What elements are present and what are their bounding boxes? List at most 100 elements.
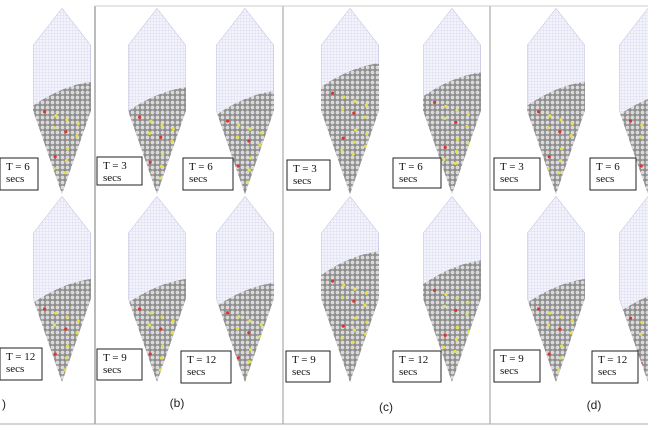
tracer — [161, 344, 165, 348]
tracer — [639, 164, 643, 168]
tracer — [331, 91, 335, 95]
time-box — [0, 157, 39, 191]
tracer — [363, 303, 367, 307]
tracer — [258, 143, 262, 147]
tracer — [465, 124, 469, 128]
tracer — [64, 130, 68, 134]
time-box — [392, 157, 442, 189]
tracer — [365, 132, 369, 136]
tracer — [148, 131, 152, 135]
time-unit: secs — [399, 173, 417, 185]
tracer — [65, 118, 69, 122]
tracer — [352, 299, 356, 303]
tracer — [247, 139, 251, 143]
tracer — [548, 311, 552, 315]
tracer — [454, 308, 458, 312]
tracer — [65, 315, 69, 319]
tracer — [149, 311, 153, 315]
tracer — [149, 119, 153, 123]
tracer — [259, 131, 263, 135]
tracer — [351, 152, 355, 156]
time-label: T = 12 — [6, 351, 35, 363]
time-label: T = 9 — [292, 354, 316, 366]
tracer — [560, 147, 564, 151]
tracer — [158, 176, 162, 180]
time-unit: secs — [189, 173, 207, 185]
tracer — [66, 147, 70, 151]
tracer — [547, 126, 551, 130]
tracer — [148, 352, 152, 356]
time-unit: secs — [293, 175, 311, 187]
panel-caption: ) — [2, 397, 6, 411]
tracer — [364, 291, 368, 295]
tracer — [352, 328, 356, 332]
tracer — [559, 315, 563, 319]
tracer — [159, 164, 163, 168]
tracer — [353, 287, 357, 291]
tracer — [570, 122, 574, 126]
tracer — [456, 325, 460, 329]
time-label: T = 3 — [103, 160, 127, 172]
tracer — [560, 344, 564, 348]
time-unit: secs — [6, 363, 24, 375]
tracer — [444, 292, 448, 296]
tracer — [341, 107, 345, 111]
tracer — [170, 331, 174, 335]
tracer — [341, 324, 345, 328]
tracer — [354, 128, 358, 132]
tracer — [354, 316, 358, 320]
tracer — [537, 307, 541, 311]
tracer — [466, 300, 470, 304]
time-box — [182, 157, 234, 191]
tracer — [171, 127, 175, 131]
tracer — [54, 311, 58, 315]
tracer — [639, 332, 643, 336]
tracer — [236, 135, 240, 139]
time-unit: secs — [399, 366, 417, 378]
tracer — [159, 356, 163, 360]
tracer — [249, 348, 253, 352]
tracer — [76, 319, 80, 323]
panel-caption: (d) — [587, 398, 602, 412]
tracer — [75, 134, 79, 138]
tracer — [443, 116, 447, 120]
time-box — [286, 159, 331, 191]
tracer — [547, 323, 551, 327]
tracer — [342, 95, 346, 99]
time-box — [589, 157, 637, 191]
tracer — [455, 296, 459, 300]
tracer — [363, 115, 367, 119]
time-label: T = 6 — [189, 161, 213, 173]
tracer — [236, 164, 240, 168]
time-unit: secs — [596, 173, 614, 185]
tracer — [629, 119, 633, 123]
time-box — [285, 350, 331, 383]
tracer — [259, 323, 263, 327]
tracer — [43, 307, 47, 311]
time-label: T = 9 — [103, 352, 127, 364]
tracer — [340, 336, 344, 340]
tracer — [558, 356, 563, 360]
tracer — [226, 311, 230, 315]
tracer — [537, 110, 541, 114]
time-box — [392, 350, 442, 383]
tracer — [352, 140, 356, 144]
tracer — [171, 319, 175, 323]
time-label: T = 3 — [500, 161, 524, 173]
tracer — [364, 103, 368, 107]
tracer — [442, 345, 446, 349]
tracer — [53, 155, 57, 159]
tracer — [353, 99, 357, 103]
tracer — [465, 312, 469, 316]
tracer — [148, 323, 152, 327]
tracer — [639, 135, 643, 139]
time-unit: secs — [500, 365, 518, 377]
time-label: T = 6 — [596, 161, 620, 173]
tracer — [160, 123, 164, 127]
time-box — [493, 157, 541, 191]
tracer — [64, 356, 68, 360]
time-label: T = 12 — [399, 354, 428, 366]
tracer — [341, 136, 345, 140]
tracer — [341, 295, 345, 299]
